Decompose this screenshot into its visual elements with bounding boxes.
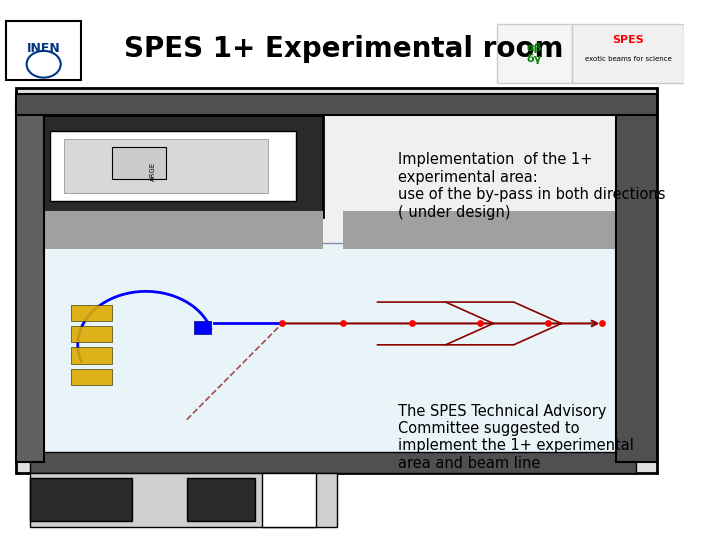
Bar [17, 104, 44, 462]
Point [276, 319, 288, 328]
Bar [30, 478, 132, 521]
FancyBboxPatch shape [6, 22, 81, 80]
Bar [30, 473, 337, 526]
Text: INFN: INFN [27, 42, 60, 55]
Bar [30, 115, 323, 217]
Bar [194, 321, 210, 334]
Bar [64, 139, 269, 192]
FancyBboxPatch shape [497, 24, 572, 83]
Bar [616, 104, 657, 462]
Text: Implementation  of the 1+
experimental area:
use of the by-pass in both directio: Implementation of the 1+ experimental ar… [398, 152, 665, 220]
FancyBboxPatch shape [572, 24, 684, 83]
Bar [30, 244, 636, 462]
Bar [50, 131, 296, 200]
Bar [112, 147, 166, 179]
Point [597, 319, 608, 328]
Bar [30, 211, 112, 248]
Text: The SPES Technical Advisory
Committee suggested to
implement the 1+ experimental: The SPES Technical Advisory Committee su… [398, 403, 634, 471]
Bar [343, 211, 636, 248]
Bar [17, 88, 657, 473]
Text: SPES 1+ Experimental room: SPES 1+ Experimental room [124, 35, 563, 63]
Text: ARGE: ARGE [150, 161, 156, 181]
Bar [30, 211, 323, 248]
Text: exotic beams for science: exotic beams for science [585, 56, 672, 62]
Bar [261, 473, 316, 526]
Bar [30, 104, 636, 462]
Point [474, 319, 485, 328]
Point [338, 319, 349, 328]
Text: SPES: SPES [612, 35, 644, 45]
Bar [17, 93, 657, 115]
Point [542, 319, 554, 328]
Text: αβ
δγ: αβ δγ [526, 43, 542, 64]
Bar [186, 478, 255, 521]
Bar [71, 326, 112, 342]
Bar [30, 452, 636, 473]
Bar [71, 369, 112, 385]
Bar [71, 348, 112, 363]
Bar [71, 305, 112, 321]
Point [406, 319, 418, 328]
